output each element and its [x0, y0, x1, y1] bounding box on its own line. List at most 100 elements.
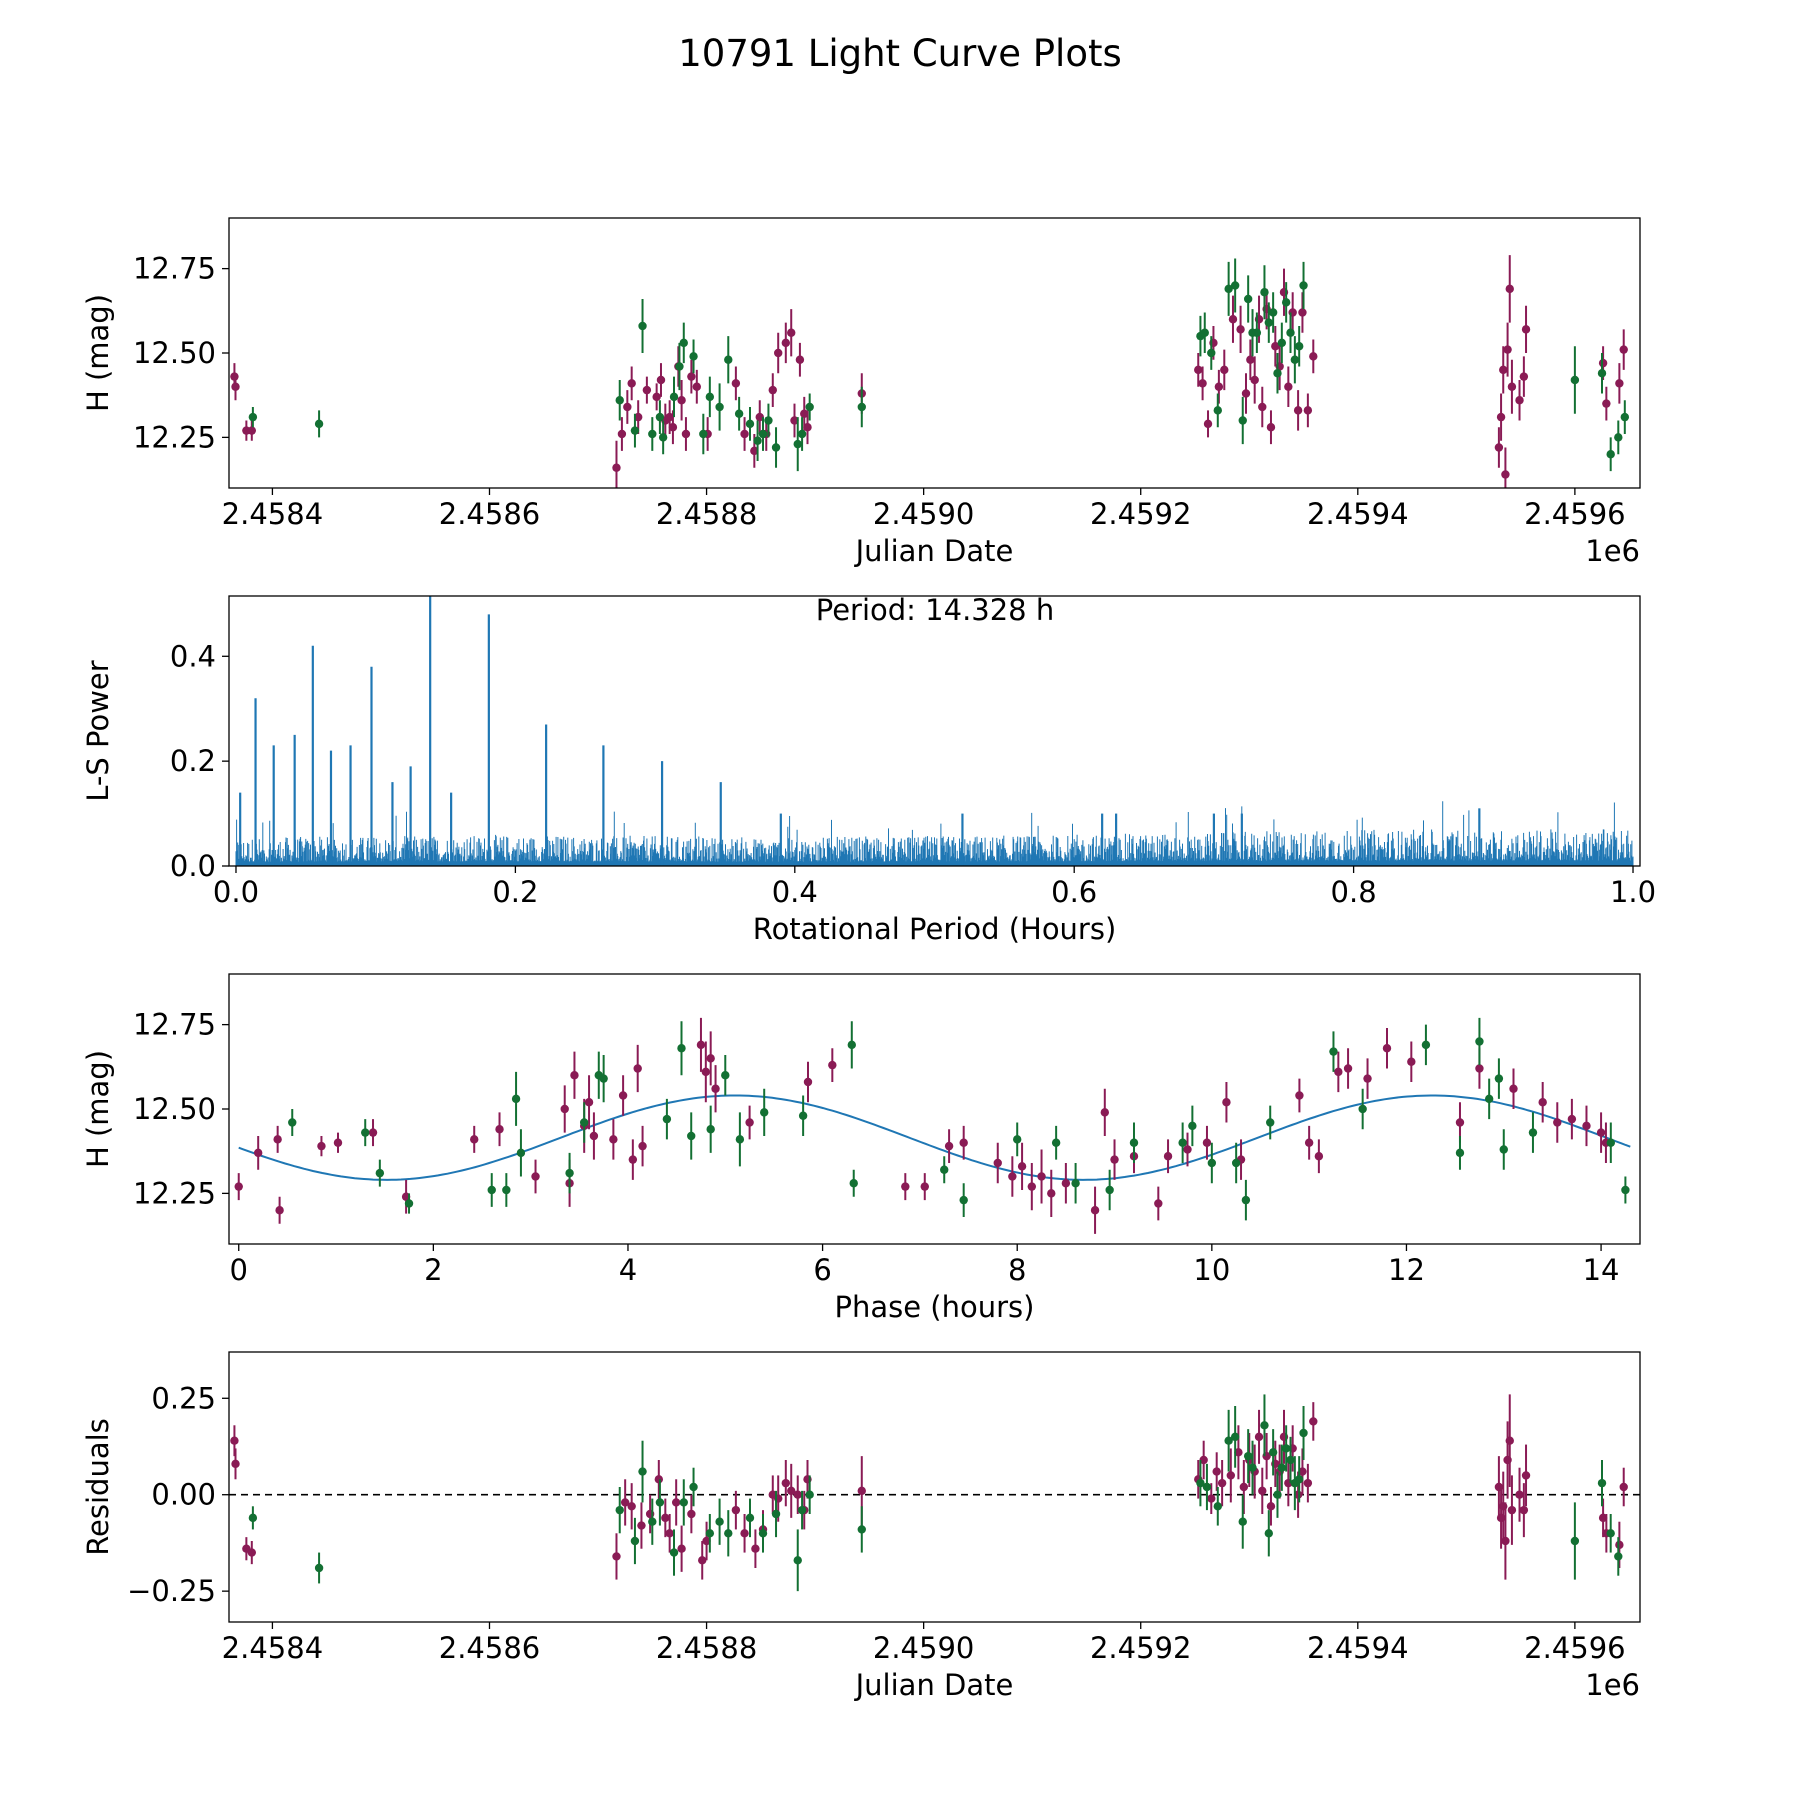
fit-layer: [238, 1094, 1631, 1181]
data-point: [745, 419, 755, 429]
data-point: [1273, 369, 1282, 378]
y-tick-label: 12.25: [133, 420, 216, 454]
data-point: [847, 1040, 856, 1050]
data-point: [612, 1552, 621, 1561]
data-point: [771, 443, 781, 452]
data-point: [511, 1094, 521, 1104]
data-point: [681, 429, 691, 439]
periodogram-noise: [235, 801, 1634, 866]
data-point: [671, 1498, 681, 1507]
data-point: [740, 1529, 749, 1538]
data-point: [787, 328, 796, 337]
x-offset-label: 1e6: [1585, 534, 1640, 568]
lightcurve-panel: 2.4584 2.4586 2.4588 2.4590 2.4592 2.4594 2.45…: [81, 217, 1641, 568]
data-point: [800, 409, 809, 418]
data-point: [768, 385, 777, 395]
data-point: [1509, 1084, 1518, 1093]
data-point: [638, 321, 647, 331]
y-tick-label: 12.50: [133, 336, 216, 370]
data-point: [231, 1459, 240, 1469]
data-point: [1382, 1044, 1392, 1053]
x-tick-label: 1.0: [1610, 875, 1656, 909]
data-point: [648, 1517, 657, 1526]
data-point: [1258, 1486, 1267, 1496]
data-point: [774, 348, 783, 358]
figure-title: 10791 Light Curve Plots: [678, 32, 1122, 75]
data-point: [1254, 1432, 1264, 1442]
data-point: [753, 436, 762, 445]
data-point: [1598, 358, 1608, 368]
data-point: [633, 412, 643, 422]
data-point: [1268, 1448, 1278, 1457]
data-point: [1271, 342, 1280, 351]
data-point: [230, 1436, 239, 1445]
x-tick-label: 2.4588: [656, 1631, 757, 1665]
data-point: [599, 1074, 608, 1083]
data-point: [655, 1498, 665, 1507]
data-point: [944, 1141, 954, 1151]
data-point: [1273, 1490, 1282, 1499]
data-point: [1224, 284, 1233, 294]
data-point: [1212, 1467, 1221, 1476]
data-point: [665, 412, 674, 422]
data-point: [1017, 1162, 1027, 1171]
data-point: [375, 1168, 385, 1178]
data-point: [1266, 1118, 1275, 1127]
data-point: [1248, 1463, 1257, 1472]
data-point: [793, 1490, 802, 1499]
y-tick-label: −0.25: [127, 1574, 216, 1608]
data-point: [1198, 379, 1207, 388]
data-point: [1501, 1536, 1510, 1546]
data-point: [699, 429, 708, 439]
data-point: [790, 416, 799, 425]
data-point: [531, 1172, 540, 1181]
x-tick-label: 4: [619, 1253, 637, 1287]
data-point: [1207, 1158, 1217, 1168]
data-point: [1615, 1540, 1624, 1550]
data-point: [1252, 328, 1262, 337]
data-point: [1455, 1148, 1465, 1158]
x-tick-label: 0.2: [492, 875, 538, 909]
data-point: [565, 1168, 574, 1178]
periodogram-layer: [235, 596, 1634, 866]
data-point: [1250, 375, 1259, 385]
data-point: [849, 1179, 858, 1188]
data-point: [677, 396, 686, 405]
data-point: [637, 1521, 646, 1530]
data-point: [1258, 402, 1267, 412]
data-point: [1264, 1529, 1273, 1538]
data-point: [1505, 1436, 1514, 1445]
data-point: [1220, 365, 1229, 375]
data-point: [1343, 1064, 1353, 1073]
y-tick-label: 0.00: [151, 1478, 216, 1512]
data-point: [705, 1529, 715, 1538]
data-point: [1196, 1478, 1205, 1488]
data-point: [724, 355, 733, 364]
data-point: [920, 1182, 929, 1191]
data-point: [1037, 1172, 1046, 1181]
data-point: [1281, 1444, 1291, 1453]
data-point: [1051, 1138, 1061, 1147]
data-point: [1596, 1128, 1606, 1137]
data-point: [679, 338, 688, 348]
data-point: [1597, 1478, 1607, 1488]
data-point: [273, 1135, 282, 1144]
data-point: [623, 402, 632, 412]
x-tick-label: 2.4596: [1524, 497, 1625, 531]
data-point: [1329, 1047, 1338, 1056]
data-point: [1503, 345, 1512, 354]
plot-frame: [228, 217, 1641, 489]
data-point: [655, 412, 665, 422]
data-point: [656, 375, 666, 385]
data-point: [247, 1548, 256, 1557]
data-point: [487, 1185, 496, 1195]
data-point: [648, 429, 657, 439]
x-tick-label: 2.4584: [222, 497, 323, 531]
data-point: [1203, 419, 1213, 429]
data-point: [1110, 1155, 1119, 1164]
data-point: [642, 385, 652, 395]
data-point: [1207, 1494, 1216, 1503]
data-point: [630, 426, 640, 435]
data-point: [795, 355, 805, 364]
